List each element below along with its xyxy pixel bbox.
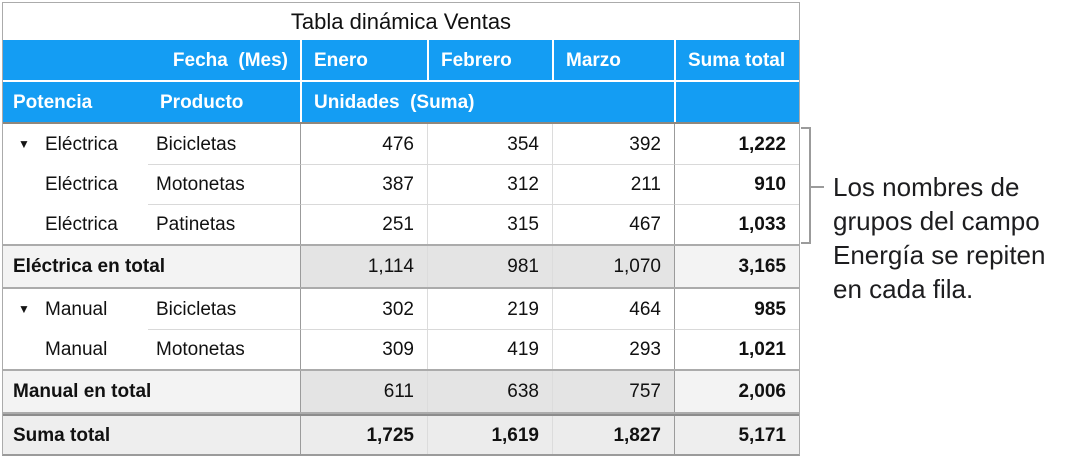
value-cell-marzo[interactable]: 464	[552, 289, 674, 329]
producto-cell[interactable]: Motonetas	[148, 329, 300, 369]
total-cell-enero[interactable]: 1,725	[300, 416, 427, 454]
row-total-cell[interactable]: 1,033	[674, 204, 799, 244]
table-title-row: Tabla dinámica Ventas	[3, 3, 799, 40]
producto-cell[interactable]: Bicicletas	[156, 133, 237, 155]
value-cell-febrero[interactable]: 354	[427, 124, 552, 164]
total-cell-enero[interactable]: 1,114	[300, 246, 427, 287]
header-unidades-suma[interactable]: Unidades (Suma)	[300, 82, 674, 122]
header-blank-cell[interactable]	[674, 82, 799, 122]
field-header-row: Potencia Producto Unidades (Suma)	[3, 82, 799, 124]
potencia-label: Eléctrica	[45, 213, 118, 235]
header-potencia[interactable]: Potencia	[13, 91, 93, 113]
value-cell-marzo[interactable]: 467	[552, 204, 674, 244]
total-cell-suma[interactable]: 3,165	[674, 246, 799, 287]
total-label-cell[interactable]: Suma total	[3, 416, 300, 454]
potencia-cell[interactable]: ▼ Eléctrica	[3, 124, 148, 164]
table-row: Eléctrica Patinetas 251 315 467 1,033	[3, 204, 799, 244]
disclosure-triangle-icon[interactable]: ▼	[18, 302, 30, 316]
callout-bracket-top-tick	[801, 127, 811, 129]
potencia-cell[interactable]: Manual	[3, 329, 148, 369]
total-label-cell[interactable]: Eléctrica en total	[3, 246, 300, 287]
total-cell-febrero[interactable]: 638	[427, 371, 552, 412]
total-cell-marzo[interactable]: 757	[552, 371, 674, 412]
subtotal-row: Manual en total 611 638 757 2,006	[3, 369, 799, 414]
total-cell-febrero[interactable]: 981	[427, 246, 552, 287]
total-cell-enero[interactable]: 611	[300, 371, 427, 412]
value-cell-febrero[interactable]: 312	[427, 164, 552, 204]
potencia-label: Manual	[45, 338, 108, 360]
table-row: Manual Motonetas 309 419 293 1,021	[3, 329, 799, 369]
row-total-cell[interactable]: 910	[674, 164, 799, 204]
annotation-line: Energía se repiten	[833, 240, 1046, 270]
table-row: ▼ Eléctrica Bicicletas 476 354 392 1,222	[3, 124, 799, 164]
column-header-row: Fecha (Mes) Enero Febrero Marzo Suma tot…	[3, 40, 799, 82]
callout-bracket-bottom-tick	[801, 242, 811, 244]
header-suma-total[interactable]: Suma total	[674, 40, 799, 80]
table-row: Eléctrica Motonetas 387 312 211 910	[3, 164, 799, 204]
callout-bracket-connector	[811, 186, 824, 188]
pivot-table: Tabla dinámica Ventas Fecha (Mes) Enero …	[2, 2, 800, 456]
potencia-cell[interactable]: Eléctrica	[3, 204, 148, 244]
disclosure-triangle-icon[interactable]: ▼	[18, 137, 30, 151]
value-cell-enero[interactable]: 387	[300, 164, 427, 204]
row-total-cell[interactable]: 1,222	[674, 124, 799, 164]
grand-total-row: Suma total 1,725 1,619 1,827 5,171	[3, 414, 799, 454]
header-fecha-mes[interactable]: Fecha (Mes)	[172, 49, 288, 71]
value-cell-enero[interactable]: 251	[300, 204, 427, 244]
header-marzo[interactable]: Marzo	[552, 40, 674, 80]
table-row: ▼ Manual Bicicletas 302 219 464 985	[3, 289, 799, 329]
annotation-line: en cada fila.	[833, 274, 974, 304]
value-cell-febrero[interactable]: 315	[427, 204, 552, 244]
header-enero[interactable]: Enero	[300, 40, 427, 80]
row-total-cell[interactable]: 1,021	[674, 329, 799, 369]
value-cell-enero[interactable]: 309	[300, 329, 427, 369]
callout-bracket-line	[809, 127, 811, 244]
total-cell-suma[interactable]: 2,006	[674, 371, 799, 412]
producto-cell[interactable]: Patinetas	[148, 204, 300, 244]
potencia-label: Eléctrica	[45, 133, 118, 155]
annotation-line: Los nombres de	[833, 172, 1020, 202]
annotation-text: Los nombres de grupos del campo Energía …	[833, 170, 1085, 306]
potencia-cell[interactable]: ▼ Manual	[3, 289, 148, 329]
row-total-cell[interactable]: 985	[674, 289, 799, 329]
header-producto[interactable]: Producto	[160, 91, 244, 113]
value-cell-enero[interactable]: 302	[300, 289, 427, 329]
total-label-cell[interactable]: Manual en total	[3, 371, 300, 412]
value-cell-enero[interactable]: 476	[300, 124, 427, 164]
header-febrero[interactable]: Febrero	[427, 40, 552, 80]
value-cell-febrero[interactable]: 219	[427, 289, 552, 329]
annotation-line: grupos del campo	[833, 206, 1040, 236]
potencia-cell[interactable]: Eléctrica	[3, 164, 148, 204]
total-cell-marzo[interactable]: 1,827	[552, 416, 674, 454]
subtotal-row: Eléctrica en total 1,114 981 1,070 3,165	[3, 244, 799, 289]
table-title[interactable]: Tabla dinámica Ventas	[290, 8, 512, 34]
total-cell-febrero[interactable]: 1,619	[427, 416, 552, 454]
total-cell-marzo[interactable]: 1,070	[552, 246, 674, 287]
producto-cell[interactable]: Motonetas	[148, 164, 300, 204]
value-cell-febrero[interactable]: 419	[427, 329, 552, 369]
table-body: ▼ Eléctrica Bicicletas 476 354 392 1,222 Eléctr…	[3, 124, 799, 454]
potencia-label: Manual	[45, 298, 108, 320]
value-cell-marzo[interactable]: 392	[552, 124, 674, 164]
value-cell-marzo[interactable]: 211	[552, 164, 674, 204]
producto-cell[interactable]: Bicicletas	[156, 298, 237, 320]
value-cell-marzo[interactable]: 293	[552, 329, 674, 369]
total-cell-suma[interactable]: 5,171	[674, 416, 799, 454]
potencia-label: Eléctrica	[45, 173, 118, 195]
